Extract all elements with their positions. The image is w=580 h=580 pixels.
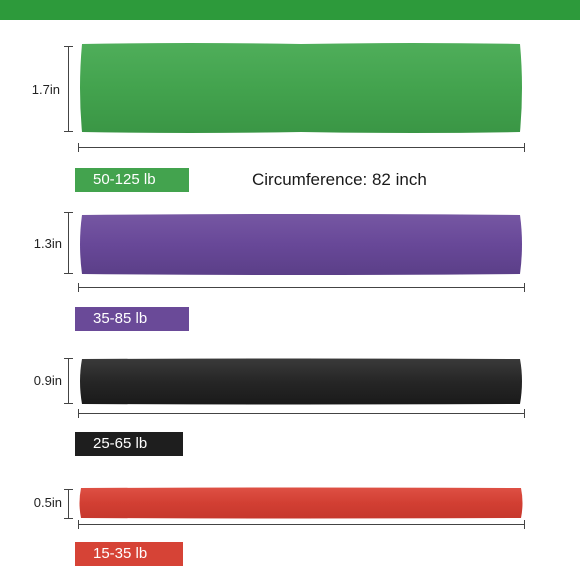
width-dimension-line: [78, 520, 525, 529]
resistance-badge-red: 15-35 lb: [75, 542, 183, 566]
resistance-badge-green: 50-125 lb: [75, 168, 189, 192]
width-dimension-line: [78, 409, 525, 418]
width-dimension-line: [78, 143, 525, 152]
band-black: [78, 358, 524, 405]
height-label: 1.7in: [31, 82, 60, 97]
resistance-badge-black: 25-65 lb: [75, 432, 183, 456]
resistance-badge-purple: 35-85 lb: [75, 307, 189, 331]
height-label: 1.3in: [33, 236, 62, 251]
band-purple: [78, 213, 524, 276]
band-green: [78, 42, 524, 134]
height-dimension-line: [64, 489, 74, 519]
circumference-label: Circumference: 82 inch: [252, 170, 427, 189]
height-dimension-line: [64, 46, 74, 132]
width-dimension-line: [78, 283, 525, 292]
height-dimension-line: [64, 212, 74, 274]
height-label: 0.5in: [33, 495, 62, 510]
height-dimension-line: [64, 358, 74, 404]
band-red: [78, 487, 524, 519]
height-label: 0.9in: [33, 373, 62, 388]
top-bar: [0, 0, 580, 20]
